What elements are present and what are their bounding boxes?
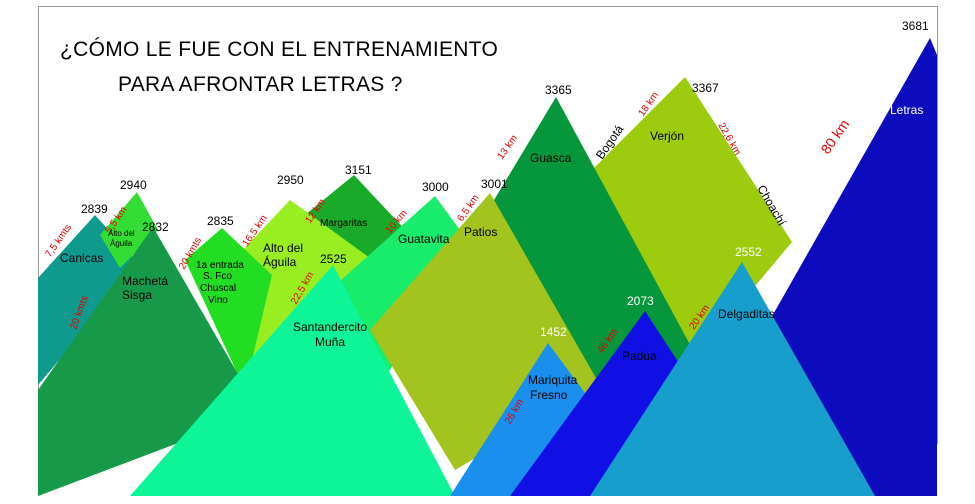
name-alto-aguila-1-line1: Alto del <box>108 229 135 238</box>
peak-margaritas <box>305 175 410 285</box>
altitude-margaritas: 3151 <box>345 163 372 177</box>
altitude-canicas: 2839 <box>81 202 108 216</box>
name-mariquita-line2: Fresno <box>530 388 568 402</box>
name-alto-aguila-1-line2: Águila <box>110 239 133 248</box>
title-line-1: ¿CÓMO LE FUE CON EL ENTRENAMIENTO <box>60 38 499 61</box>
altitude-patios: 3001 <box>481 177 508 191</box>
name-alto-aguila-2-line2: Águila <box>263 254 297 269</box>
name-margaritas: Margaritas <box>320 218 367 229</box>
name-santandercito-line1: Santandercito <box>293 320 367 334</box>
name-delgaditas: Delgaditas <box>718 307 775 321</box>
altitude-letras: 3681 <box>902 19 929 33</box>
name-santandercito-line2: Muña <box>315 335 345 349</box>
name-padua: Padua <box>622 349 657 363</box>
altitude-macheta-sisga: 2832 <box>142 220 169 234</box>
altitude-guasca: 3365 <box>545 83 572 97</box>
name-patios: Patios <box>464 225 497 239</box>
name-guasca: Guasca <box>530 151 572 165</box>
name-primera-entrada-line2: S. Fco <box>203 271 232 282</box>
peak-santandercito <box>130 265 455 496</box>
name-canicas: Canicas <box>60 251 103 265</box>
name-alto-aguila-2-line1: Alto del <box>263 241 303 255</box>
distance-guasca: 13 km <box>495 133 520 162</box>
altitude-verjon: 3367 <box>692 81 719 95</box>
altitude-primera-entrada: 2835 <box>207 214 234 228</box>
title-line-2: PARA AFRONTAR LETRAS ? <box>118 73 403 96</box>
name-primera-entrada-line3: Chuscal <box>200 283 236 294</box>
name-mariquita-line1: Mariquita <box>528 373 578 387</box>
name-primera-entrada-line1: 1a entrada <box>196 260 244 271</box>
name-primera-entrada-line4: Vino <box>208 295 228 306</box>
peak-alto-aguila-1 <box>100 192 158 268</box>
name-letras: Letras <box>890 103 923 117</box>
name-macheta-line2: Sisga <box>122 288 152 302</box>
altitude-padua: 2073 <box>627 294 654 308</box>
name-guatavita: Guatavita <box>398 232 450 246</box>
distance-letras: 80 km <box>817 116 852 156</box>
altitude-alto-aguila-1: 2940 <box>120 178 147 192</box>
peak-primera-entrada <box>185 228 272 390</box>
altitude-mariquita: 1452 <box>540 325 567 339</box>
altitude-guatavita: 3000 <box>422 180 449 194</box>
altitude-santandercito: 2525 <box>320 252 347 266</box>
name-verjon: Verjón <box>650 129 684 143</box>
frame-top-line <box>38 6 938 7</box>
altitude-alto-aguila-2: 2950 <box>277 173 304 187</box>
peak-delgaditas <box>590 262 875 496</box>
frame-right-line <box>937 6 938 444</box>
name-macheta-line1: Machetá <box>122 274 168 288</box>
altitude-delgaditas: 2552 <box>735 245 762 259</box>
frame-left-line <box>38 6 39 496</box>
